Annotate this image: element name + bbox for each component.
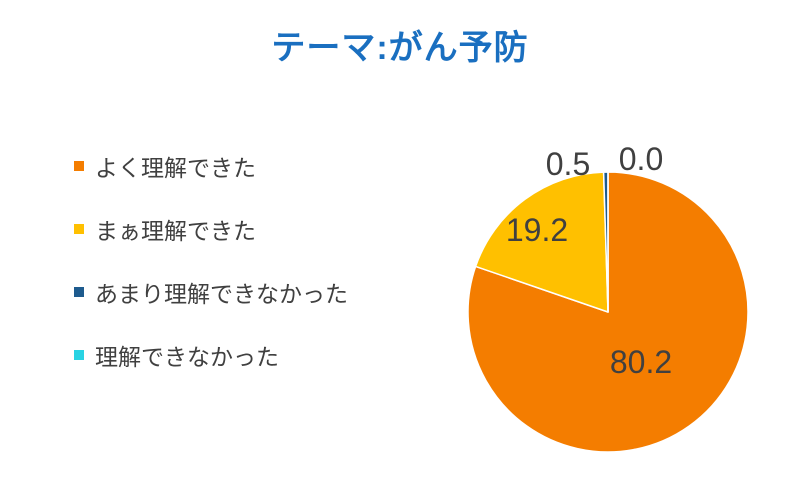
legend-item-3: あまり理解できなかった [74,260,348,323]
legend-swatch-4 [74,349,84,360]
data-label-1: 80.2 [610,344,672,380]
legend-swatch-1 [74,160,84,171]
legend-item-1: よく理解できた [74,134,348,197]
legend-item-4: 理解できなかった [74,323,348,386]
data-label-2: 19.2 [506,212,568,248]
data-label-3: 0.5 [546,146,590,182]
chart-title: テーマ:がん予防 [271,29,529,67]
legend-label-3: あまり理解できなかった [95,280,348,307]
legend: よく理解できた まぁ理解できた あまり理解できなかった 理解できなかった [74,134,348,386]
legend-item-2: まぁ理解できた [74,197,348,260]
legend-label-4: 理解できなかった [95,343,279,370]
legend-label-2: まぁ理解できた [95,217,256,244]
pie-slice-2 [474,171,609,313]
legend-swatch-3 [74,286,84,297]
data-label-4: 0.0 [619,141,663,177]
legend-label-1: よく理解できた [95,154,256,181]
legend-swatch-2 [74,223,84,234]
